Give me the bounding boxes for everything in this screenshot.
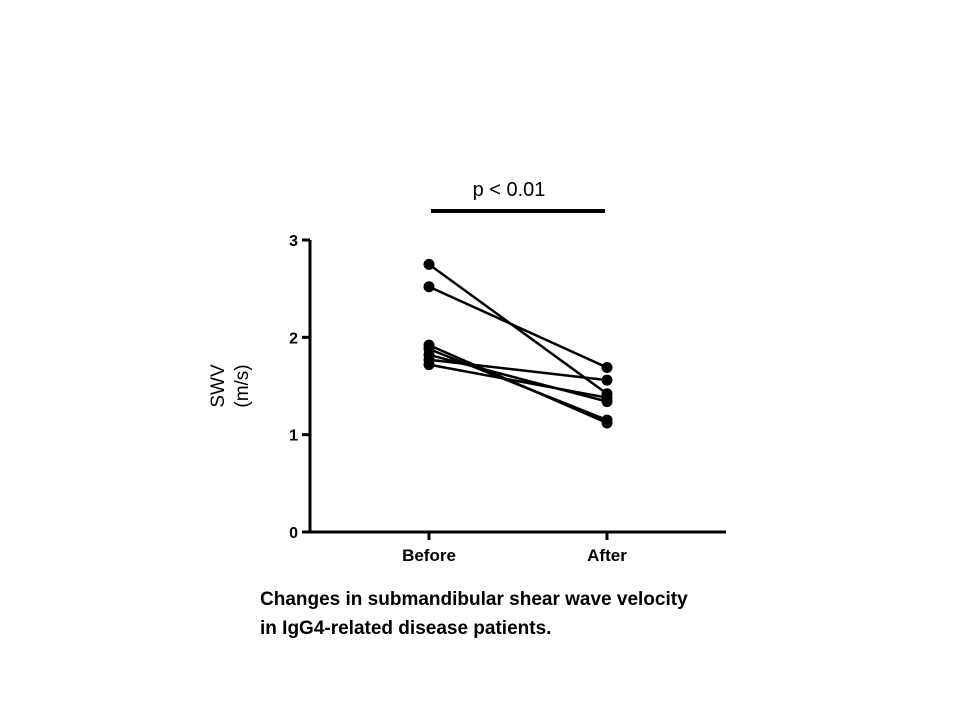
y-tick-label: 0 xyxy=(289,525,298,542)
chart: 0 1 2 3 Before After SWV (m/s) p < 0.01 xyxy=(208,179,726,565)
series-line xyxy=(428,263,608,395)
series-layer xyxy=(423,258,613,429)
data-point xyxy=(601,362,613,374)
axes xyxy=(302,238,726,540)
data-point xyxy=(601,414,613,426)
y-tick-label: 1 xyxy=(289,428,298,445)
x-category-label: After xyxy=(587,546,627,565)
data-point xyxy=(423,359,435,371)
y-tick-label: 2 xyxy=(289,330,298,347)
caption-line-2: in IgG4-related disease patients. xyxy=(260,618,552,639)
x-category-label: Before xyxy=(402,546,456,565)
series-patient-2 xyxy=(423,281,613,374)
p-value-annotation: p < 0.01 xyxy=(473,179,546,201)
data-point xyxy=(423,258,435,270)
series-line xyxy=(428,347,608,422)
caption-line-1: Changes in submandibular shear wave velo… xyxy=(260,589,688,610)
series-line xyxy=(428,358,608,382)
figure-caption: Changes in submandibular shear wave velo… xyxy=(260,585,780,643)
y-axis-title: SWV (m/s) xyxy=(208,364,253,408)
data-point xyxy=(601,392,613,404)
data-point xyxy=(423,281,435,293)
labels: 0 1 2 3 Before After SWV (m/s) p < 0.01 xyxy=(208,179,627,565)
y-tick-label: 3 xyxy=(289,233,298,250)
data-point xyxy=(601,374,613,386)
series-patient-7 xyxy=(423,359,613,404)
series-line xyxy=(428,285,608,369)
series-line xyxy=(428,363,608,399)
